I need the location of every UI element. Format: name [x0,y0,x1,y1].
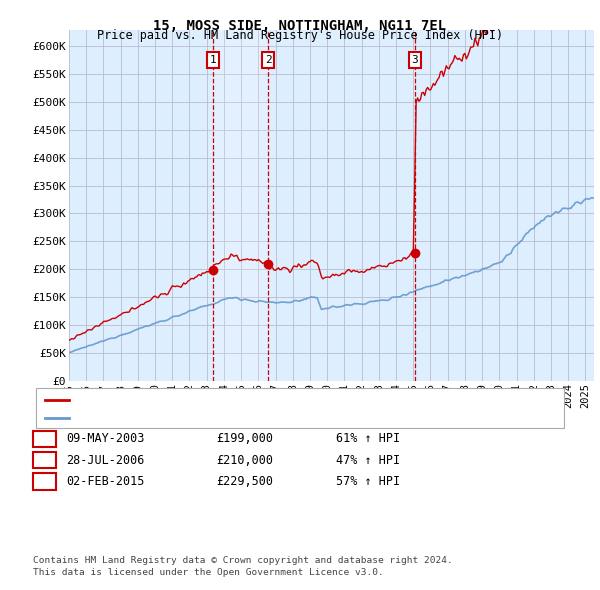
Text: £199,000: £199,000 [216,432,273,445]
Text: This data is licensed under the Open Government Licence v3.0.: This data is licensed under the Open Gov… [33,568,384,577]
Text: 2: 2 [265,55,272,65]
Text: Price paid vs. HM Land Registry's House Price Index (HPI): Price paid vs. HM Land Registry's House … [97,30,503,42]
Text: 2: 2 [41,454,48,467]
Bar [213,30,268,381]
Text: 3: 3 [41,475,48,488]
Text: 1: 1 [41,432,48,445]
Bar [268,30,415,381]
Text: 1: 1 [209,55,216,65]
Text: 57% ↑ HPI: 57% ↑ HPI [336,475,400,488]
Text: 15, MOSS SIDE, NOTTINGHAM, NG11 7EL: 15, MOSS SIDE, NOTTINGHAM, NG11 7EL [154,19,446,33]
Text: 15, MOSS SIDE, NOTTINGHAM, NG11 7EL (detached house): 15, MOSS SIDE, NOTTINGHAM, NG11 7EL (det… [74,395,399,405]
Text: £229,500: £229,500 [216,475,273,488]
Text: 09-MAY-2003: 09-MAY-2003 [66,432,145,445]
Text: £210,000: £210,000 [216,454,273,467]
Text: HPI: Average price, detached house, City of Nottingham: HPI: Average price, detached house, City… [74,413,412,422]
Text: 3: 3 [412,55,418,65]
Text: 28-JUL-2006: 28-JUL-2006 [66,454,145,467]
Text: 47% ↑ HPI: 47% ↑ HPI [336,454,400,467]
Text: 61% ↑ HPI: 61% ↑ HPI [336,432,400,445]
Text: Contains HM Land Registry data © Crown copyright and database right 2024.: Contains HM Land Registry data © Crown c… [33,556,453,565]
Text: 02-FEB-2015: 02-FEB-2015 [66,475,145,488]
